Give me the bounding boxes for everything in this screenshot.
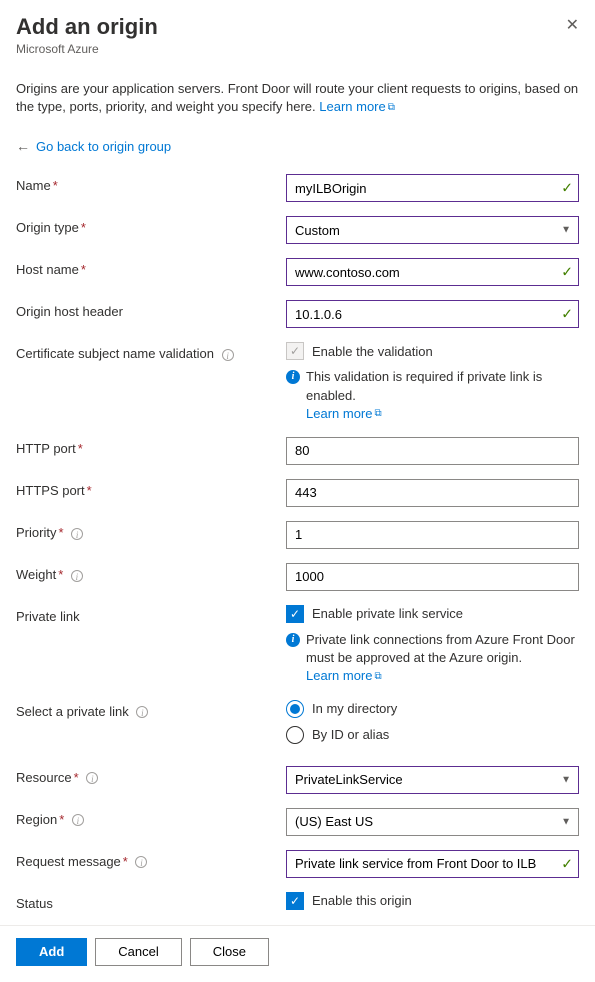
validation-info-text: This validation is required if private l… bbox=[306, 368, 579, 423]
label-name: Name* bbox=[16, 174, 286, 193]
external-link-icon: ⧉ bbox=[374, 671, 381, 682]
label-host-header: Origin host header bbox=[16, 300, 286, 319]
back-link[interactable]: ← Go back to origin group bbox=[16, 138, 579, 154]
private-link-info-text: Private link connections from Azure Fron… bbox=[306, 631, 579, 686]
host-name-input[interactable] bbox=[286, 258, 579, 286]
label-resource: Resource* i bbox=[16, 766, 286, 785]
panel-subtitle: Microsoft Azure bbox=[16, 42, 579, 56]
intro-learn-more-link[interactable]: Learn more⧉ bbox=[319, 99, 395, 114]
intro-text: Origins are your application servers. Fr… bbox=[16, 80, 579, 116]
external-link-icon: ⧉ bbox=[374, 408, 381, 419]
close-button[interactable]: Close bbox=[190, 938, 269, 966]
validation-learn-more-link[interactable]: Learn more⧉ bbox=[306, 406, 382, 421]
panel-title: Add an origin bbox=[16, 14, 579, 40]
label-origin-type: Origin type* bbox=[16, 216, 286, 235]
host-header-input[interactable] bbox=[286, 300, 579, 328]
info-icon[interactable]: i bbox=[136, 706, 148, 718]
enable-validation-label: Enable the validation bbox=[312, 344, 433, 359]
label-priority: Priority* i bbox=[16, 521, 286, 540]
intro-body: Origins are your application servers. Fr… bbox=[16, 81, 578, 114]
private-link-learn-more-link[interactable]: Learn more⧉ bbox=[306, 668, 382, 683]
label-http-port: HTTP port* bbox=[16, 437, 286, 456]
radio-in-directory-label: In my directory bbox=[312, 701, 397, 716]
radio-in-directory[interactable] bbox=[286, 700, 304, 718]
label-select-private-link: Select a private link i bbox=[16, 700, 286, 719]
label-cert-validation: Certificate subject name validation i bbox=[16, 342, 286, 361]
info-icon[interactable]: i bbox=[86, 772, 98, 784]
external-link-icon: ⧉ bbox=[388, 102, 395, 113]
info-icon[interactable]: i bbox=[71, 570, 83, 582]
origin-type-select[interactable] bbox=[286, 216, 579, 244]
http-port-input[interactable] bbox=[286, 437, 579, 465]
https-port-input[interactable] bbox=[286, 479, 579, 507]
enable-private-link-checkbox[interactable]: ✓ bbox=[286, 605, 304, 623]
label-host-name: Host name* bbox=[16, 258, 286, 277]
info-icon[interactable]: i bbox=[71, 528, 83, 540]
enable-private-link-label: Enable private link service bbox=[312, 606, 463, 621]
label-https-port: HTTPS port* bbox=[16, 479, 286, 498]
name-input[interactable] bbox=[286, 174, 579, 202]
label-region: Region* i bbox=[16, 808, 286, 827]
label-private-link: Private link bbox=[16, 605, 286, 624]
label-status: Status bbox=[16, 892, 286, 911]
resource-select[interactable] bbox=[286, 766, 579, 794]
radio-by-id-label: By ID or alias bbox=[312, 727, 389, 742]
request-message-input[interactable] bbox=[286, 850, 579, 878]
enable-origin-label: Enable this origin bbox=[312, 893, 412, 908]
info-icon[interactable]: i bbox=[135, 856, 147, 868]
info-blue-icon: i bbox=[286, 370, 300, 384]
enable-validation-checkbox: ✓ bbox=[286, 342, 304, 360]
close-icon[interactable]: ✕ bbox=[566, 18, 579, 34]
radio-by-id[interactable] bbox=[286, 726, 304, 744]
priority-input[interactable] bbox=[286, 521, 579, 549]
enable-origin-checkbox[interactable]: ✓ bbox=[286, 892, 304, 910]
label-weight: Weight* i bbox=[16, 563, 286, 582]
cancel-button[interactable]: Cancel bbox=[95, 938, 181, 966]
label-request-message: Request message* i bbox=[16, 850, 286, 869]
info-icon[interactable]: i bbox=[72, 814, 84, 826]
add-button[interactable]: Add bbox=[16, 938, 87, 966]
arrow-left-icon: ← bbox=[16, 138, 30, 154]
weight-input[interactable] bbox=[286, 563, 579, 591]
info-icon[interactable]: i bbox=[222, 349, 234, 361]
info-blue-icon: i bbox=[286, 633, 300, 647]
region-select[interactable] bbox=[286, 808, 579, 836]
